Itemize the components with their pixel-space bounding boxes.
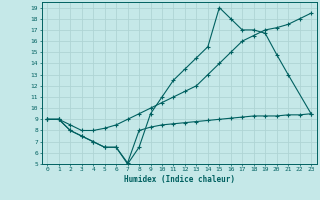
X-axis label: Humidex (Indice chaleur): Humidex (Indice chaleur) — [124, 175, 235, 184]
